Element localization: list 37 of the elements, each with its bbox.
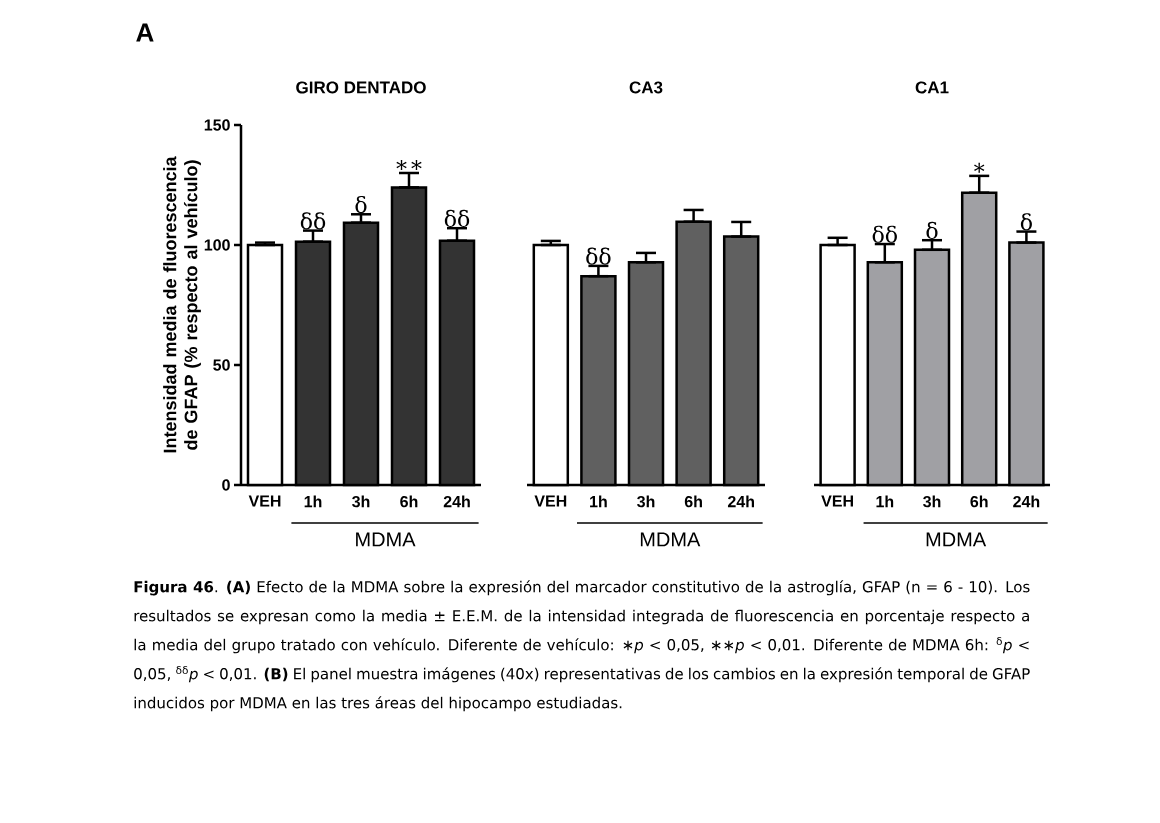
annotation: δ — [1020, 213, 1032, 231]
chart-title: GIRO DENTADO — [296, 81, 426, 94]
chart-title: CA3 — [629, 81, 663, 94]
annotation: δ — [355, 195, 367, 214]
chart-title: CA1 — [915, 81, 949, 94]
x-tick-label: 3h — [923, 495, 941, 508]
annotation: δδ — [586, 247, 611, 265]
x-tick-label: 24h — [443, 495, 470, 508]
annotation: ∗∗ — [396, 159, 422, 170]
text: MDMA — [356, 532, 416, 547]
x-tick-label: 1h — [304, 495, 322, 508]
y-tick-label: 0 — [222, 479, 230, 491]
x-tick-label: 6h — [970, 495, 988, 508]
x-tick-label: 6h — [684, 495, 702, 508]
annotation: δ — [926, 221, 938, 239]
x-tick-label: 6h — [400, 495, 418, 508]
text: Figura 46. (A) Efecto de la MDMA sobre la expresión del marcador constitutivo de la astroglía, GFAP (n = 6 - 10). Los resultados se expresan como la media ± E.E.M. de la intensidad integrada de fluorescencia en porcentaje respecto a la media del grupo tratado con vehículo. Diferente de vehículo: ∗p < 0,05, ∗∗p < 0,01. Diferente de MDMA 6h: $^{δ}$p < 0,05, $^{δδ}$p < 0,01. (B) El panel muestra imágenes (40x) representativas de los cambios en la expresión temporal de GFAP inducidos por MDMA en las tres áreas del hipocampo estudiadas. — [134, 580, 1030, 712]
x-tick-label: VEH — [248, 495, 281, 507]
x-tick-label: 24h — [1013, 495, 1040, 508]
annotation: ∗ — [974, 162, 985, 173]
y-axis-title: Intensidad media de fluorescencia de GFAP (% respecto al vehículo) — [163, 156, 201, 453]
text: A — [136, 23, 154, 42]
annotation: δδ — [444, 209, 470, 227]
y-tick-label: 100 — [204, 239, 230, 251]
x-tick-label: 24h — [727, 495, 754, 508]
annotation: δδ — [872, 225, 897, 243]
y-tick-label: 150 — [204, 119, 230, 131]
y-tick-label: 50 — [213, 359, 230, 371]
x-tick-label: 1h — [876, 495, 894, 508]
x-tick-label: 1h — [590, 495, 607, 508]
x-tick-label: VEH — [534, 495, 567, 507]
x-tick-label: 3h — [352, 495, 370, 508]
annotation: δδ — [300, 212, 326, 230]
text: MDMA — [640, 532, 701, 547]
text: MDMA — [926, 532, 987, 547]
x-tick-label: 3h — [637, 495, 655, 508]
x-tick-label: VEH — [821, 495, 853, 507]
